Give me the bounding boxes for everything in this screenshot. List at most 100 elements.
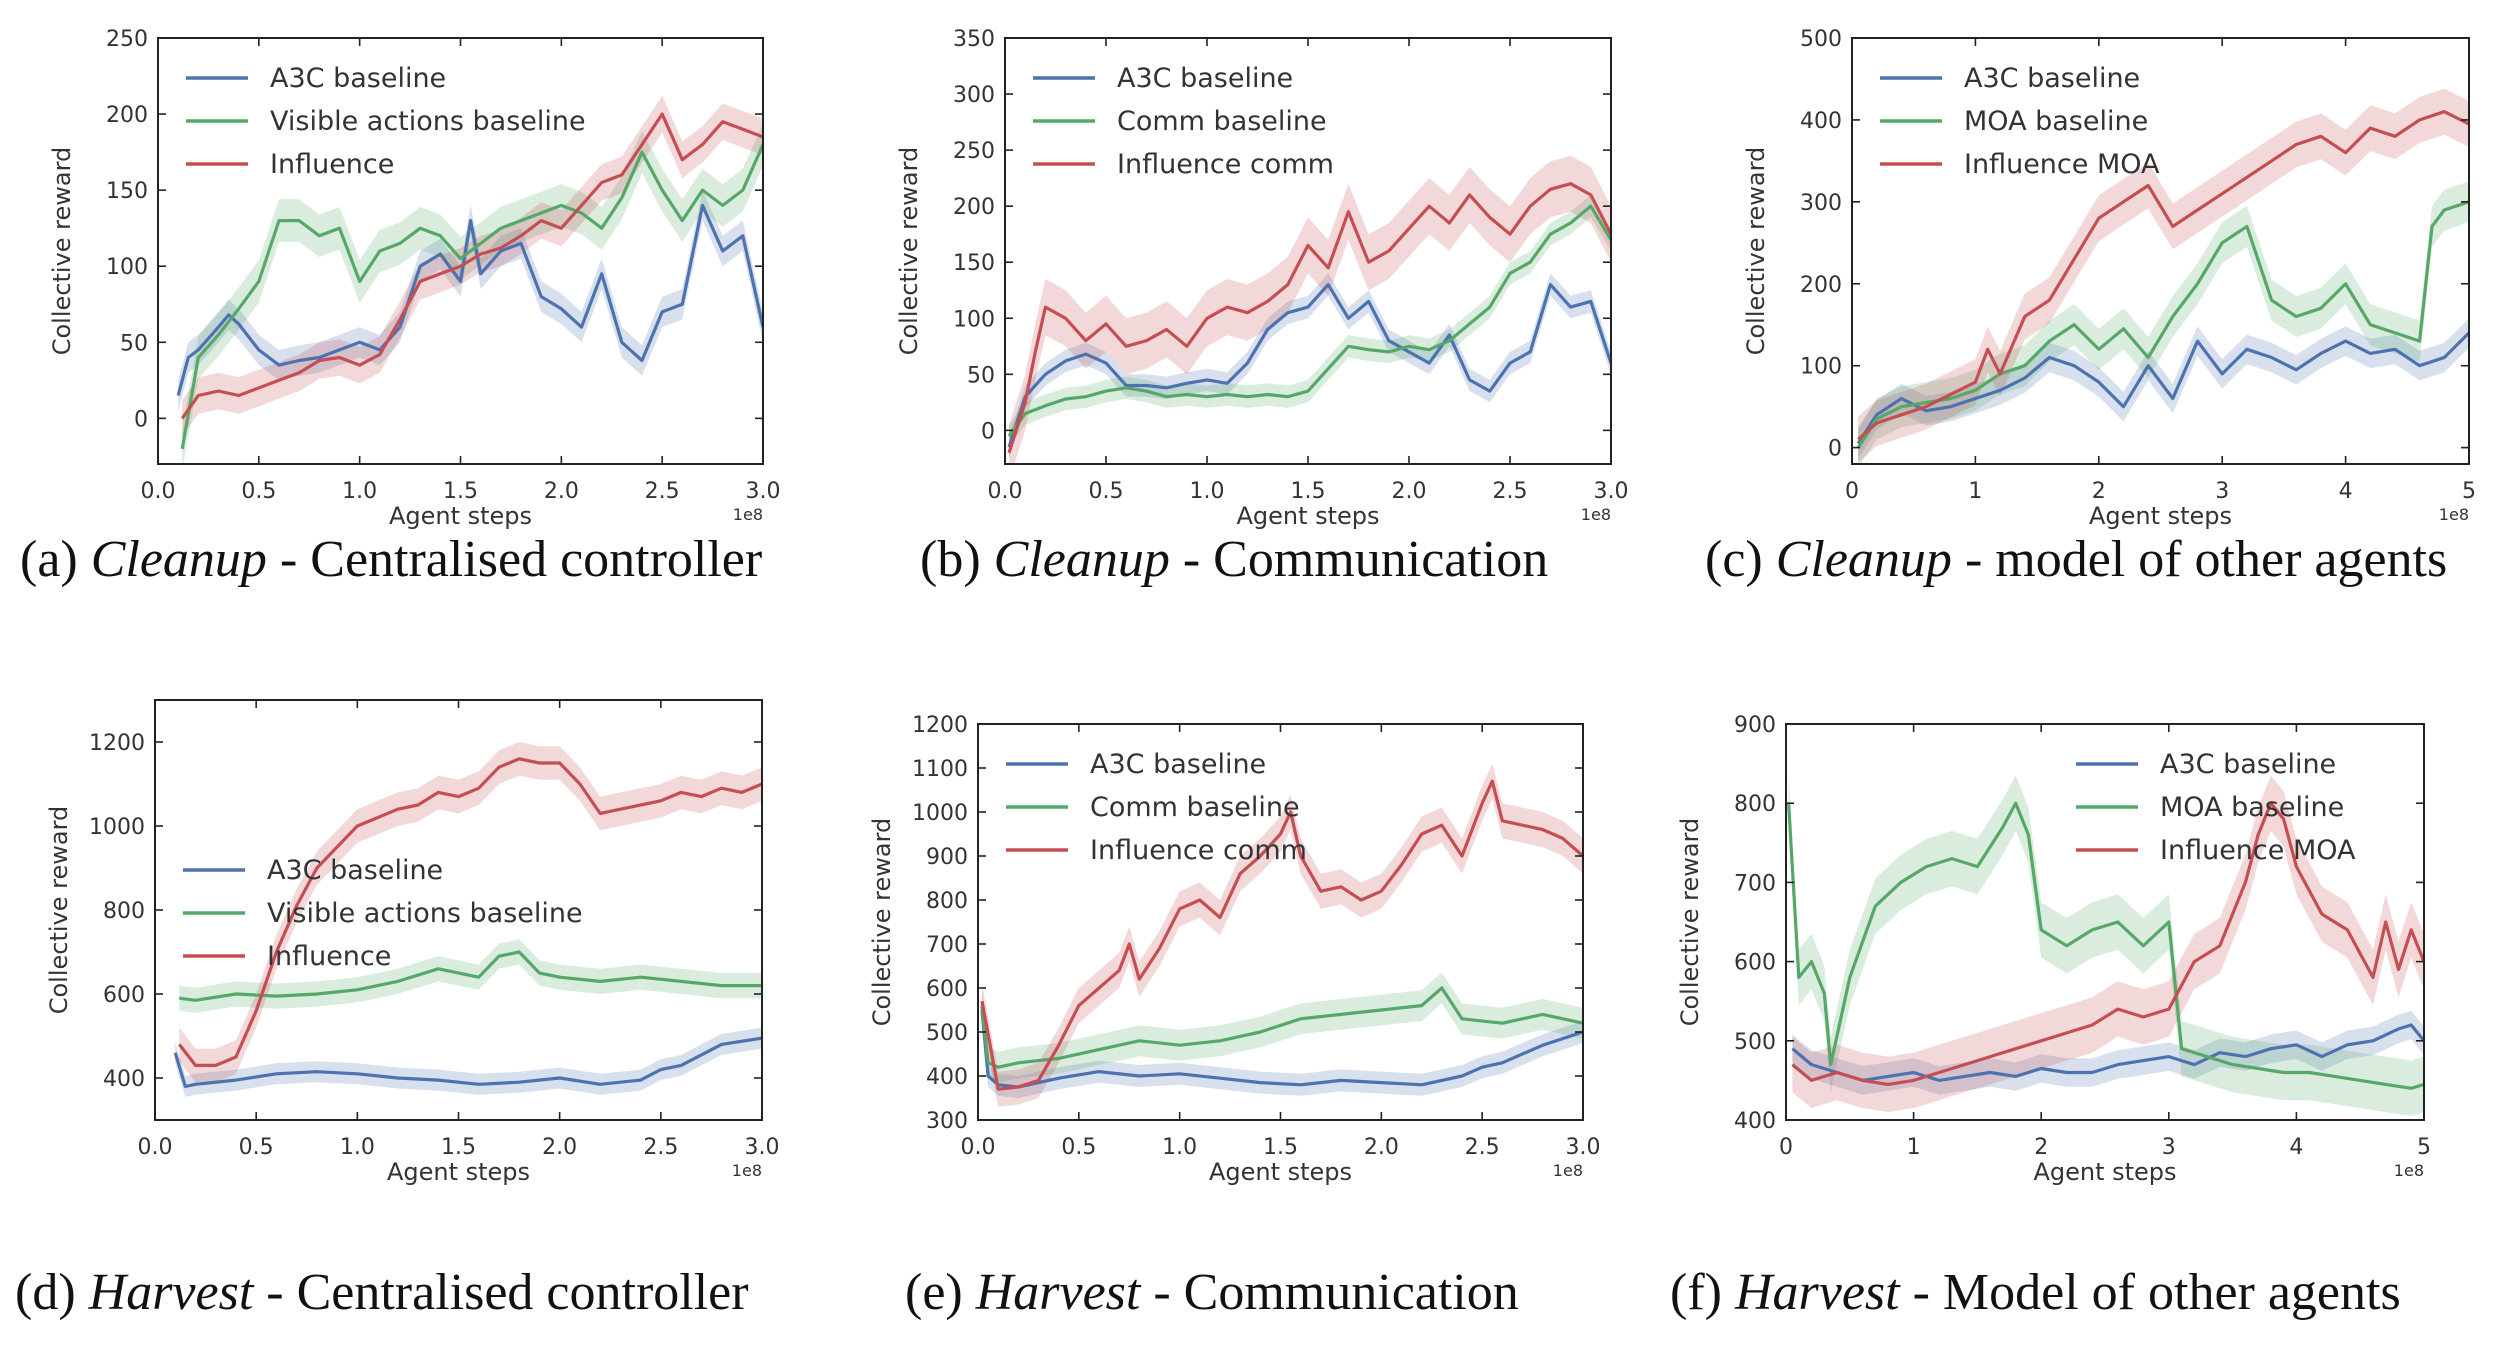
legend-label-2: MOA baseline xyxy=(2160,792,2344,823)
y-tick-label: 600 xyxy=(1734,951,1776,976)
legend-label-3: Influence comm xyxy=(1090,835,1307,866)
x-tick-label: 1.5 xyxy=(1291,479,1326,504)
y-tick-label: 1000 xyxy=(912,801,968,826)
x-multiplier: 1e8 xyxy=(2394,1161,2424,1180)
y-tick-label: 700 xyxy=(1734,871,1776,896)
caption-desc: - Centralised controller xyxy=(266,531,763,588)
x-tick-label: 3.0 xyxy=(746,479,781,504)
legend-label-1: A3C baseline xyxy=(1964,63,2140,94)
caption-env: Cleanup xyxy=(90,531,267,588)
x-tick-label: 2.0 xyxy=(1364,1135,1399,1160)
y-tick-label: 1100 xyxy=(912,757,968,782)
caption-desc: - model of other agents xyxy=(1951,531,2448,588)
x-tick-label: 2.5 xyxy=(1493,479,1528,504)
legend-label-3: Influence MOA xyxy=(1964,149,2160,180)
x-tick-label: 1 xyxy=(1907,1135,1921,1160)
y-axis-label: Collective reward xyxy=(48,147,76,356)
series-line-1 xyxy=(1007,283,1611,448)
x-axis-label: Agent steps xyxy=(389,502,532,530)
series-line-1 xyxy=(173,1036,762,1088)
caption-desc: - Centralised controller xyxy=(253,1264,749,1321)
y-tick-label: 300 xyxy=(1800,191,1842,216)
x-tick-label: 0.5 xyxy=(1061,1135,1096,1160)
caption-label: (f) xyxy=(1670,1264,1735,1321)
y-tick-label: 100 xyxy=(953,307,995,332)
caption-env: Harvest xyxy=(975,1264,1141,1321)
x-tick-label: 0 xyxy=(1845,479,1859,504)
series-line-2 xyxy=(980,986,1583,1069)
y-tick-label: 0 xyxy=(981,419,995,444)
series-band-2 xyxy=(982,972,1583,1083)
x-tick-label: 1.0 xyxy=(1162,1135,1197,1160)
y-tick-label: 400 xyxy=(926,1065,968,1090)
y-tick-label: 500 xyxy=(926,1021,968,1046)
x-tick-label: 2 xyxy=(2092,479,2106,504)
x-tick-label: 2.5 xyxy=(1465,1135,1500,1160)
series-line-2 xyxy=(1787,801,2424,1090)
x-tick-label: 0.0 xyxy=(961,1135,996,1160)
caption-env: Harvest xyxy=(88,1264,254,1321)
y-tick-label: 600 xyxy=(103,983,145,1008)
legend-label-1: A3C baseline xyxy=(1090,749,1266,780)
x-tick-label: 3.0 xyxy=(1566,1135,1601,1160)
x-tick-label: 1.5 xyxy=(443,479,478,504)
x-tick-label: 3 xyxy=(2215,479,2229,504)
y-tick-label: 1200 xyxy=(89,731,145,756)
caption-env: Cleanup xyxy=(993,531,1170,588)
plot-area xyxy=(173,742,762,1097)
chart-a: 0.0 0.5 1.0 1.5 2.0 2.5 3.0 0 50 100 150 200 250 Agen… xyxy=(48,27,781,530)
x-tick-label: 0 xyxy=(1779,1135,1793,1160)
legend-label-2: Comm baseline xyxy=(1117,106,1327,137)
plot-area xyxy=(1856,88,2469,464)
caption-label: (c) xyxy=(1705,531,1776,588)
series-line-1 xyxy=(176,203,763,396)
series-band-3 xyxy=(179,742,762,1083)
x-multiplier: 1e8 xyxy=(732,1161,762,1180)
x-tick-label: 1.0 xyxy=(342,479,377,504)
series-band-3 xyxy=(182,95,763,437)
series-band-2 xyxy=(1858,181,2469,464)
y-tick-label: 800 xyxy=(103,899,145,924)
x-tick-label: 0.5 xyxy=(241,479,276,504)
series-line-2 xyxy=(179,950,762,1002)
x-tick-label: 4 xyxy=(2289,1135,2303,1160)
chart-e: 0.0 0.5 1.0 1.5 2.0 2.5 3.0 300 400 500 600 700 800 9… xyxy=(868,713,1601,1186)
x-tick-label: 1.0 xyxy=(340,1135,375,1160)
series-line-3 xyxy=(1007,182,1611,454)
y-tick-label: 400 xyxy=(103,1067,145,1092)
x-axis-label: Agent steps xyxy=(1236,502,1379,530)
legend-label-1: A3C baseline xyxy=(1117,63,1293,94)
series-line-3 xyxy=(980,779,1583,1091)
series-band-2 xyxy=(1009,194,1611,448)
legend-label-2: MOA baseline xyxy=(1964,106,2148,137)
plot-area xyxy=(1787,775,2424,1116)
series-line-3 xyxy=(178,757,762,1067)
y-tick-label: 300 xyxy=(953,83,995,108)
caption-e: (e) Harvest - Communication xyxy=(905,1263,1519,1322)
plot-area xyxy=(176,95,763,464)
y-axis-label: Collective reward xyxy=(45,806,73,1015)
legend-label-2: Visible actions baseline xyxy=(267,898,583,929)
series-line-3 xyxy=(180,112,763,420)
plot-frame xyxy=(1785,723,2425,1121)
x-tick-label: 0.0 xyxy=(988,479,1023,504)
x-tick-label: 5 xyxy=(2462,479,2476,504)
y-tick-label: 700 xyxy=(926,933,968,958)
x-tick-label: 0.0 xyxy=(141,479,176,504)
caption-d: (d) Harvest - Centralised controller xyxy=(15,1263,749,1322)
x-tick-label: 1.5 xyxy=(441,1135,476,1160)
y-tick-label: 150 xyxy=(953,251,995,276)
series-line-2 xyxy=(180,143,763,450)
x-multiplier: 1e8 xyxy=(1553,1161,1583,1180)
caption-desc: - Communication xyxy=(1140,1264,1519,1321)
x-tick-label: 2 xyxy=(2034,1135,2048,1160)
x-axis-label: Agent steps xyxy=(1209,1158,1352,1186)
y-tick-label: 50 xyxy=(120,331,148,356)
x-tick-label: 5 xyxy=(2417,1135,2431,1160)
y-tick-label: 250 xyxy=(106,27,148,52)
caption-f: (f) Harvest - Model of other agents xyxy=(1670,1263,2401,1322)
legend-label-1: A3C baseline xyxy=(2160,749,2336,780)
series-band-1 xyxy=(1009,273,1611,459)
x-tick-label: 2.0 xyxy=(542,1135,577,1160)
x-axis-label: Agent steps xyxy=(2089,502,2232,530)
